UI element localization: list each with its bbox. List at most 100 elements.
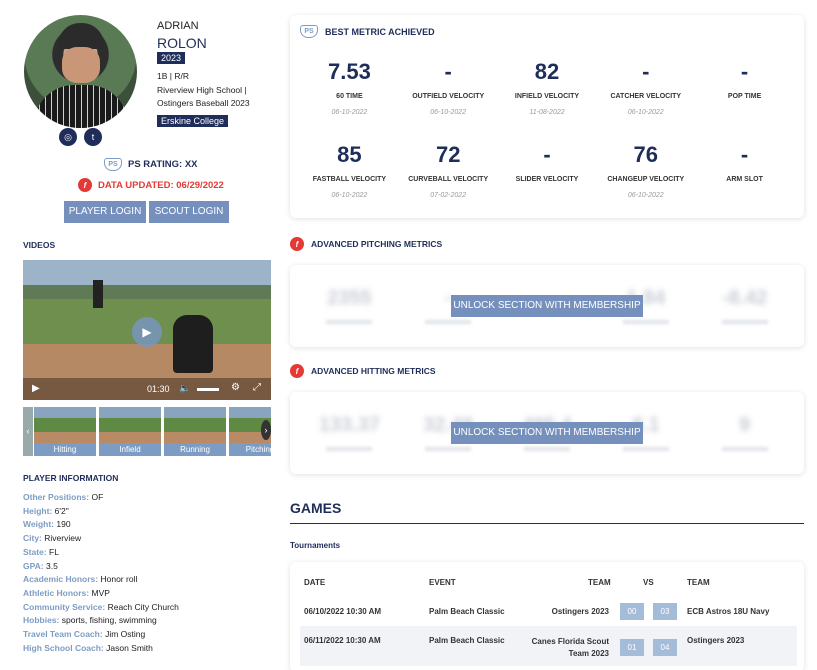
metric-val: - (740, 142, 749, 167)
locked-metric-value: 2355 (327, 287, 372, 309)
video-player[interactable]: ▶ ▶ 01:30 🔈 ⚙ ⤢ (23, 260, 271, 400)
game-opponent: ECB Astros 18U Navy (687, 607, 770, 616)
info-row: City: Riverview (23, 533, 81, 543)
info-value: 6'2" (54, 505, 69, 516)
metric-val: - (642, 59, 650, 84)
info-row: Academic Honors: Honor roll (23, 574, 137, 584)
locked-metric-label (721, 447, 768, 451)
table-row[interactable]: 06/10/2022 10:30 AM Palm Beach Classic O… (300, 598, 797, 626)
class-year-badge: 2023 (157, 52, 186, 64)
metric-val: - (543, 142, 551, 167)
info-row: Height: 6'2" (23, 506, 69, 516)
metric-lab: POP TIME (727, 93, 762, 100)
locked-metric-value: -8.42 (721, 287, 768, 309)
table-row[interactable]: 06/11/2022 10:30 AM Palm Beach Classic C… (300, 626, 797, 666)
score-badge: 00 (620, 603, 644, 620)
locked-metric-label (721, 320, 768, 324)
catcher-figure (173, 315, 213, 373)
metric-item: 85 FASTBALL VELOCITY 06-10-2022 (300, 142, 399, 201)
game-opponent: Ostingers 2023 (687, 636, 745, 645)
info-value: Riverview (44, 533, 82, 544)
fullscreen-icon[interactable]: ⤢ (253, 382, 261, 393)
info-key: High School Coach: (23, 642, 104, 653)
hitting-header: f ADVANCED HITTING METRICS (290, 364, 436, 378)
metric-val: - (740, 59, 749, 84)
locked-metric-label (622, 447, 669, 451)
unlock-hitting-button[interactable]: UNLOCK SECTION WITH MEMBERSHIP (451, 422, 643, 444)
metric-lab: CURVEBALL VELOCITY (408, 176, 489, 183)
locked-metric-label (523, 447, 570, 451)
player-info-heading: PLAYER INFORMATION (23, 473, 119, 483)
metric-date (695, 109, 794, 118)
locked-metric-label (425, 447, 472, 451)
player-login-button[interactable]: PLAYER LOGIN (64, 201, 146, 223)
video-thumb[interactable]: Hitting (34, 407, 96, 456)
info-row: Weight: 190 (23, 519, 71, 529)
instagram-icon[interactable]: ◎ (59, 128, 77, 146)
metric-lab: SLIDER VELOCITY (515, 176, 579, 183)
thumb-label: Infield (99, 443, 161, 456)
info-row: Other Positions: OF (23, 492, 103, 502)
twitter-icon[interactable]: t (84, 128, 102, 146)
pitching-header: f ADVANCED PITCHING METRICS (290, 237, 442, 251)
locked-metric-label (622, 320, 669, 324)
info-row: High School Coach: Jason Smith (23, 643, 153, 653)
video-controls: ▶ 01:30 🔈 ⚙ ⤢ (23, 378, 271, 400)
ps-logo-icon: PS (300, 25, 318, 38)
info-key: Academic Honors: (23, 574, 99, 585)
info-row: Hobbies: sports, fishing, swimming (23, 615, 157, 625)
video-thumb[interactable]: Running (164, 407, 226, 456)
info-value: 190 (56, 519, 71, 530)
video-thumb[interactable]: Infield (99, 407, 161, 456)
school-line-2: Ostingers Baseball 2023 (157, 98, 250, 108)
thumb-prev-icon[interactable]: ‹ (23, 407, 33, 456)
settings-icon[interactable]: ⚙ (231, 382, 240, 393)
metric-lab: OUTFIELD VELOCITY (412, 93, 485, 100)
info-row: GPA: 3.5 (23, 561, 58, 571)
metric-item: 7.53 60 TIME 06-10-2022 (300, 59, 399, 118)
metric-item: 76 CHANGEUP VELOCITY 06-10-2022 (596, 142, 695, 201)
info-key: State: (23, 546, 47, 557)
locked-metric-value: 9 (739, 414, 751, 436)
metric-val: 72 (435, 142, 461, 167)
info-row: State: FL (23, 547, 59, 557)
games-divider (290, 523, 804, 524)
game-team: Canes Florida Scout Team 2023 (531, 637, 609, 658)
metric-item: - POP TIME (695, 59, 794, 118)
col-vs: VS (643, 578, 654, 587)
info-value: Jason Smith (106, 642, 153, 653)
game-date: 06/10/2022 10:30 AM (304, 607, 382, 616)
thumb-label: Pitching (229, 443, 271, 456)
unlock-pitching-button[interactable]: UNLOCK SECTION WITH MEMBERSHIP (451, 295, 643, 317)
player-avatar (24, 15, 137, 128)
volume-slider[interactable] (197, 388, 219, 391)
locked-metric-label (326, 320, 373, 324)
thumb-next-icon[interactable]: › (261, 420, 271, 440)
info-key: Community Service: (23, 601, 106, 612)
metric-lab: CHANGEUP VELOCITY (607, 176, 685, 183)
metric-lab: CATCHER VELOCITY (610, 93, 682, 100)
volume-icon[interactable]: 🔈 (179, 383, 191, 393)
play-small-icon[interactable]: ▶ (32, 383, 40, 394)
info-key: Hobbies: (23, 615, 60, 626)
info-row: Travel Team Coach: Jim Osting (23, 629, 145, 639)
info-value: 3.5 (46, 560, 58, 571)
metric-date: 07-02-2022 (430, 192, 467, 199)
metric-item: - OUTFIELD VELOCITY 06-10-2022 (399, 59, 498, 118)
info-key: Travel Team Coach: (23, 629, 103, 639)
score-badge: 03 (653, 603, 677, 620)
scout-login-button[interactable]: SCOUT LOGIN (149, 201, 229, 223)
locked-metric: -8.42 (695, 287, 794, 324)
info-row: Community Service: Reach City Church (23, 602, 179, 612)
player-last-name: ROLON (157, 35, 207, 51)
info-key: City: (23, 533, 42, 544)
tournaments-subheading: Tournaments (290, 541, 341, 550)
info-value: Honor roll (100, 574, 138, 585)
best-metric-card: PS BEST METRIC ACHIEVED 7.53 60 TIME 06-10… (290, 15, 804, 218)
ps-rating-text: PS RATING: XX (128, 159, 198, 170)
pitching-card: 2355-1.84 -8.42 UNLOCK SECTION WITH MEMBE… (290, 265, 804, 347)
metric-item: 82 INFIELD VELOCITY 11-08-2022 (498, 59, 597, 118)
score-badge: 04 (653, 639, 677, 656)
play-icon[interactable]: ▶ (132, 317, 162, 347)
game-event: Palm Beach Classic (429, 607, 505, 616)
